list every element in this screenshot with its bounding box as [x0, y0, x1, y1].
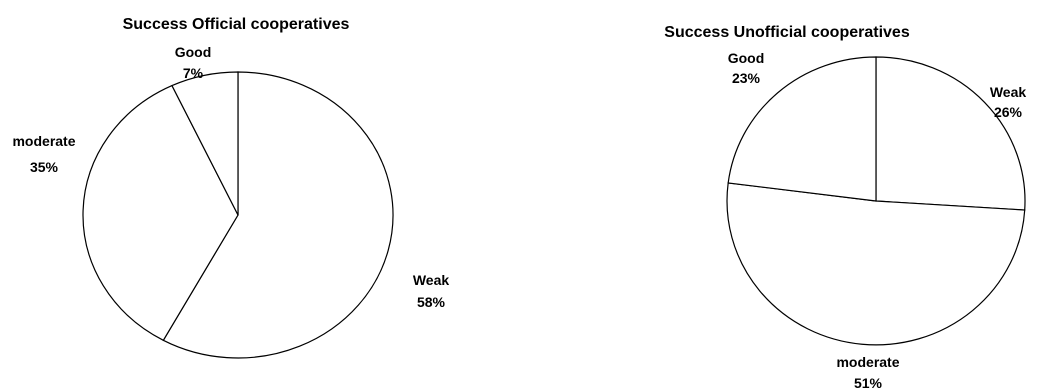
svg-text:35%: 35% [30, 159, 59, 175]
slice-label-good-official: Good 7% [175, 44, 212, 81]
svg-text:Weak: Weak [413, 272, 450, 288]
svg-text:moderate: moderate [12, 133, 75, 149]
svg-text:23%: 23% [732, 70, 761, 86]
svg-text:Weak: Weak [990, 84, 1027, 100]
svg-text:7%: 7% [183, 65, 204, 81]
pie-slice-weak-unofficial [875, 56, 1026, 211]
svg-text:Good: Good [728, 50, 765, 66]
slice-label-good-unofficial: Good 23% [728, 50, 765, 86]
slice-label-moderate-official: moderate 35% [12, 133, 75, 175]
svg-text:58%: 58% [417, 294, 446, 310]
pie-chart-official: Success Official cooperatives Weak 58% m… [12, 16, 450, 359]
pie-slice-good-official [171, 71, 239, 216]
pie-slice-moderate-official [82, 84, 239, 342]
svg-text:moderate: moderate [836, 354, 899, 370]
pie-slice-weak-official [162, 71, 394, 359]
slice-label-weak-official: Weak 58% [413, 272, 450, 310]
chart-title-official: Success Official cooperatives [123, 16, 350, 33]
slices-unofficial [726, 56, 1026, 346]
svg-text:26%: 26% [994, 104, 1023, 120]
chart-title-unofficial: Success Unofficial cooperatives [664, 24, 910, 41]
slice-label-moderate-unofficial: moderate 51% [836, 354, 899, 391]
slice-label-weak-unofficial: Weak 26% [990, 84, 1027, 120]
svg-text:51%: 51% [854, 375, 883, 391]
pie-slice-good-unofficial [727, 56, 877, 202]
pie-chart-unofficial: Success Unofficial cooperatives Weak 26%… [664, 24, 1026, 391]
svg-text:Good: Good [175, 44, 212, 60]
slices-official [82, 71, 394, 359]
pie-slice-moderate-unofficial [726, 182, 1026, 346]
